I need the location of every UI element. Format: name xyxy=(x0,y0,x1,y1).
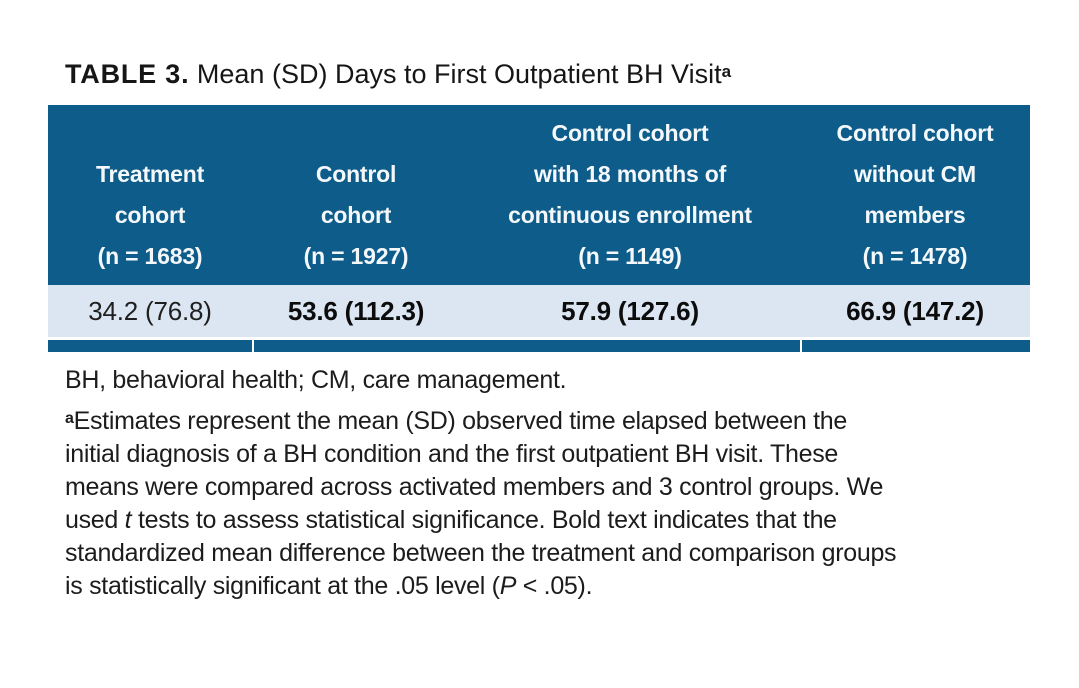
footnote-marker: a xyxy=(65,410,74,427)
data-cell-control-18-months: 57.9 (127.6) xyxy=(561,295,699,326)
footnotes: BH, behavioral health; CM, care manageme… xyxy=(65,364,1005,603)
italic-p: P xyxy=(499,572,517,600)
rule-segment xyxy=(48,340,252,352)
header-line: (n = 1149) xyxy=(578,243,682,269)
data-table: Treatment cohort (n = 1683) Control coho… xyxy=(48,105,1030,352)
header-line: members xyxy=(864,202,966,228)
footnote-line: standardized mean difference between the… xyxy=(65,539,897,567)
header-cell-control-cohort: Control cohort (n = 1927) xyxy=(252,105,460,285)
header-line: (n = 1683) xyxy=(97,243,203,269)
table-title: TABLE 3. Mean (SD) Days to First Outpati… xyxy=(65,58,731,90)
header-line: Control cohort xyxy=(551,120,709,146)
header-line: (n = 1478) xyxy=(862,243,968,269)
footnote-line: means were compared across activated mem… xyxy=(65,473,884,501)
table-title-text: Mean (SD) Days to First Outpatient BH Vi… xyxy=(189,59,722,89)
table-data-row: 34.2 (76.8) 53.6 (112.3) 57.9 (127.6) 66… xyxy=(48,285,1030,337)
data-cell-control-cohort: 53.6 (112.3) xyxy=(287,295,425,326)
header-line: cohort xyxy=(320,202,392,228)
footnote-line: is statistically significant at the .05 … xyxy=(65,572,593,600)
abbreviation-note: BH, behavioral health; CM, care manageme… xyxy=(65,366,567,394)
header-line: with 18 months of xyxy=(533,161,727,187)
table-bottom-rule xyxy=(48,340,1030,352)
header-line: Control xyxy=(315,161,397,187)
header-line: cohort xyxy=(114,202,186,228)
header-cell-control-without-cm: Control cohort without CM members (n = 1… xyxy=(800,105,1030,285)
header-line: without CM xyxy=(854,161,976,187)
rule-segment xyxy=(802,340,1030,352)
data-cell-treatment-cohort: 34.2 (76.8) xyxy=(88,295,212,326)
header-line: (n = 1927) xyxy=(303,243,409,269)
header-cell-control-18-months: Control cohort with 18 months of continu… xyxy=(460,105,800,285)
rule-segment xyxy=(254,340,800,352)
header-line: continuous enrollment xyxy=(508,202,752,228)
table-header-row: Treatment cohort (n = 1683) Control coho… xyxy=(48,105,1030,285)
header-line: Treatment xyxy=(95,161,205,187)
header-line: Control cohort xyxy=(836,120,994,146)
footnote-line: used t tests to assess statistical signi… xyxy=(65,506,837,534)
table-title-footnote-marker: a xyxy=(721,62,732,81)
header-cell-treatment-cohort: Treatment cohort (n = 1683) xyxy=(48,105,252,285)
italic-t: t xyxy=(124,506,132,534)
table-title-label: TABLE 3. xyxy=(65,59,190,89)
data-cell-control-without-cm: 66.9 (147.2) xyxy=(846,295,984,326)
footnote-line: initial diagnosis of a BH condition and … xyxy=(65,440,839,468)
footnote-line: aEstimates represent the mean (SD) obser… xyxy=(65,407,847,435)
estimates-note: aEstimates represent the mean (SD) obser… xyxy=(65,405,1005,603)
